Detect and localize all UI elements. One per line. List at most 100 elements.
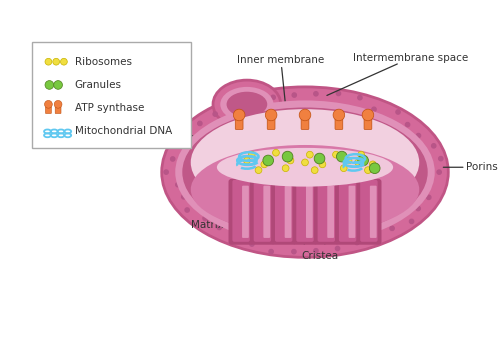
Circle shape — [203, 216, 207, 221]
Text: ATP synthase: ATP synthase — [74, 103, 144, 113]
Circle shape — [53, 58, 60, 65]
Circle shape — [292, 93, 296, 97]
Circle shape — [282, 151, 293, 162]
Circle shape — [251, 99, 255, 104]
Circle shape — [336, 151, 347, 162]
Circle shape — [292, 250, 296, 254]
Text: Cristea: Cristea — [301, 252, 338, 261]
Circle shape — [164, 170, 168, 174]
FancyBboxPatch shape — [348, 186, 356, 238]
Circle shape — [263, 155, 274, 166]
Circle shape — [362, 109, 374, 121]
Circle shape — [432, 144, 436, 148]
FancyBboxPatch shape — [228, 179, 254, 245]
Circle shape — [396, 110, 400, 114]
FancyBboxPatch shape — [314, 179, 339, 245]
FancyBboxPatch shape — [328, 186, 334, 238]
FancyBboxPatch shape — [254, 180, 271, 242]
Circle shape — [416, 133, 420, 138]
FancyBboxPatch shape — [236, 118, 243, 130]
Circle shape — [314, 153, 325, 164]
Ellipse shape — [190, 109, 420, 216]
Circle shape — [244, 157, 250, 164]
Circle shape — [255, 167, 262, 174]
Circle shape — [438, 156, 443, 161]
Circle shape — [370, 161, 376, 168]
Circle shape — [176, 183, 180, 187]
Circle shape — [54, 100, 62, 108]
Circle shape — [250, 242, 254, 246]
Ellipse shape — [226, 92, 267, 117]
Circle shape — [217, 225, 222, 230]
Text: Intermembrane space: Intermembrane space — [327, 53, 468, 96]
FancyBboxPatch shape — [292, 179, 318, 245]
Circle shape — [60, 58, 68, 65]
Circle shape — [314, 92, 318, 96]
FancyBboxPatch shape — [335, 179, 360, 245]
Circle shape — [272, 149, 280, 156]
Circle shape — [372, 233, 376, 237]
Circle shape — [231, 104, 235, 108]
Circle shape — [358, 155, 368, 166]
FancyBboxPatch shape — [356, 179, 382, 245]
Ellipse shape — [217, 148, 393, 187]
FancyBboxPatch shape — [250, 179, 275, 245]
Circle shape — [336, 91, 340, 96]
Circle shape — [345, 157, 352, 164]
Circle shape — [416, 206, 420, 211]
Circle shape — [406, 122, 409, 127]
Circle shape — [182, 195, 186, 199]
FancyBboxPatch shape — [296, 180, 314, 242]
FancyBboxPatch shape — [32, 42, 190, 148]
FancyBboxPatch shape — [360, 180, 378, 242]
Ellipse shape — [183, 108, 427, 236]
Circle shape — [54, 80, 62, 89]
FancyBboxPatch shape — [242, 186, 249, 238]
Circle shape — [437, 170, 442, 174]
Circle shape — [355, 159, 362, 166]
FancyBboxPatch shape — [318, 180, 335, 242]
Text: Outer membrane: Outer membrane — [145, 133, 235, 154]
FancyBboxPatch shape — [364, 118, 372, 130]
Circle shape — [390, 226, 394, 231]
Ellipse shape — [213, 80, 281, 128]
Text: Mitochondrial DNA: Mitochondrial DNA — [74, 126, 172, 136]
FancyBboxPatch shape — [370, 186, 376, 238]
Circle shape — [213, 112, 218, 116]
FancyBboxPatch shape — [335, 118, 343, 130]
Ellipse shape — [190, 145, 420, 234]
Circle shape — [428, 182, 432, 187]
FancyBboxPatch shape — [301, 118, 309, 130]
Circle shape — [271, 95, 276, 99]
Circle shape — [170, 157, 175, 161]
Text: Granules: Granules — [74, 80, 122, 90]
Circle shape — [45, 80, 54, 89]
Text: Porins: Porins — [444, 162, 498, 172]
Ellipse shape — [220, 87, 274, 122]
Text: Inner membrane: Inner membrane — [237, 55, 324, 104]
Circle shape — [302, 159, 308, 166]
Circle shape — [180, 131, 185, 135]
FancyBboxPatch shape — [267, 118, 275, 130]
Circle shape — [234, 109, 245, 121]
Circle shape — [340, 165, 347, 172]
Circle shape — [372, 107, 376, 111]
FancyBboxPatch shape — [339, 180, 356, 242]
Circle shape — [358, 151, 364, 158]
Circle shape — [336, 246, 340, 251]
Ellipse shape — [162, 87, 449, 257]
FancyBboxPatch shape — [275, 180, 292, 242]
FancyBboxPatch shape — [46, 107, 52, 113]
Circle shape — [355, 240, 359, 245]
Circle shape — [44, 100, 52, 108]
Text: Ribosomes: Ribosomes — [74, 57, 132, 67]
Circle shape — [358, 96, 362, 100]
Circle shape — [198, 121, 202, 126]
Circle shape — [364, 167, 372, 174]
FancyBboxPatch shape — [55, 107, 61, 113]
Circle shape — [332, 151, 340, 158]
Circle shape — [426, 195, 431, 199]
FancyBboxPatch shape — [271, 179, 296, 245]
Ellipse shape — [176, 100, 434, 244]
Circle shape — [185, 208, 190, 212]
